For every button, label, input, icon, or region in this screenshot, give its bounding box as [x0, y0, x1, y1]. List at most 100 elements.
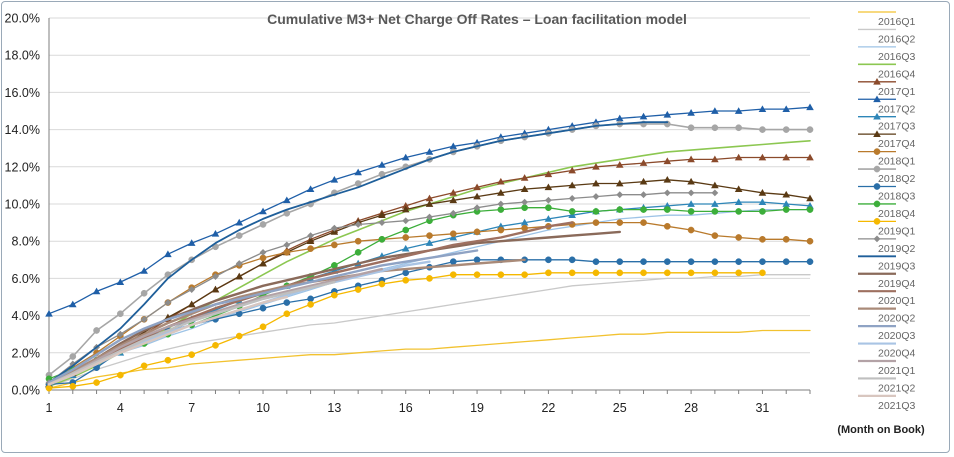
data-point: [806, 153, 814, 161]
data-point: [711, 189, 719, 197]
x-tick-label: 13: [327, 401, 341, 415]
data-point: [782, 153, 791, 161]
data-point: [378, 280, 386, 288]
data-point: [759, 235, 766, 243]
legend-label: 2018Q2: [878, 173, 916, 185]
data-point: [782, 258, 790, 266]
data-point: [711, 155, 719, 163]
series-2016q1: [48, 329, 811, 389]
data-point: [663, 258, 671, 266]
data-point: [259, 221, 267, 228]
legend-item: 2017Q2: [858, 95, 916, 115]
data-point: [497, 271, 505, 279]
legend-label: 2019Q1: [878, 225, 916, 237]
data-point: [497, 226, 505, 234]
data-point: [640, 206, 647, 213]
data-point: [711, 107, 719, 114]
data-point: [640, 219, 647, 226]
data-point: [873, 218, 881, 225]
data-point: [782, 200, 791, 207]
data-point: [283, 299, 291, 306]
data-point: [615, 179, 624, 187]
legend-label: 2021Q3: [878, 400, 916, 412]
series-2019q4: [47, 230, 621, 386]
data-point: [283, 249, 291, 256]
data-point: [354, 237, 362, 245]
x-tick-label: 19: [470, 401, 484, 415]
data-point: [782, 126, 790, 133]
legend-item: 2016Q4: [858, 63, 916, 80]
data-point: [520, 185, 529, 192]
legend-label: 2019Q3: [878, 260, 916, 272]
legend-item: 2016Q3: [858, 46, 916, 63]
legend-label: 2017Q2: [878, 103, 916, 115]
data-point: [354, 286, 362, 293]
data-point: [711, 232, 719, 239]
data-point: [402, 234, 410, 241]
data-point: [734, 198, 743, 205]
x-tick-label: 28: [684, 401, 698, 415]
data-point: [735, 208, 743, 215]
gridlines: [49, 17, 810, 354]
data-point: [663, 157, 672, 165]
legend-item: 2020Q4: [858, 342, 916, 360]
data-point: [307, 295, 314, 303]
series-2017q2: [45, 103, 814, 317]
data-point: [402, 217, 410, 225]
data-point: [521, 271, 528, 279]
data-point: [687, 226, 695, 234]
series-line: [48, 221, 811, 386]
data-point: [711, 124, 719, 132]
data-point: [663, 110, 672, 118]
data-point: [687, 177, 695, 185]
data-point: [116, 371, 124, 379]
legend-item: 2018Q4: [858, 200, 916, 220]
x-tick-label: 10: [256, 401, 270, 415]
data-point: [544, 183, 553, 191]
data-point: [545, 269, 552, 277]
data-point: [69, 382, 77, 390]
data-point: [211, 229, 220, 237]
x-tick-label: 4: [117, 401, 124, 415]
data-point: [806, 258, 814, 266]
legend-item: 2020Q3: [858, 325, 916, 342]
y-tick-label: 18.0%: [5, 49, 40, 63]
data-point: [402, 276, 410, 284]
legend-item: 2018Q1: [858, 148, 916, 168]
data-point: [545, 196, 552, 204]
data-point: [568, 269, 576, 277]
data-point: [401, 153, 410, 161]
data-point: [69, 353, 77, 360]
data-point: [93, 379, 100, 386]
series-line: [47, 249, 479, 384]
data-point: [45, 384, 53, 392]
legend-item: 2018Q3: [858, 183, 916, 203]
data-point: [592, 208, 600, 215]
data-point: [758, 198, 767, 205]
data-point: [425, 239, 434, 246]
data-point: [354, 221, 362, 228]
data-point: [449, 271, 457, 279]
data-point: [759, 258, 766, 266]
series-2021q3: [47, 295, 288, 386]
data-point: [758, 153, 767, 161]
data-point: [259, 248, 267, 256]
data-point: [259, 323, 267, 331]
series-2019q2: [45, 189, 719, 386]
data-point: [734, 153, 743, 161]
data-point: [426, 275, 433, 282]
series-2019q1: [45, 269, 766, 392]
legend-item: 2020Q1: [858, 290, 916, 307]
series-line: [48, 121, 669, 384]
data-point: [187, 300, 196, 308]
legend-label: 2020Q1: [878, 295, 916, 307]
data-point: [425, 148, 434, 155]
data-point: [283, 310, 291, 318]
data-point: [307, 245, 314, 252]
data-point: [806, 194, 814, 202]
data-point: [568, 256, 576, 264]
data-point: [116, 330, 124, 338]
legend-label: 2018Q1: [878, 156, 916, 168]
data-point: [401, 244, 410, 252]
data-point: [188, 286, 196, 293]
